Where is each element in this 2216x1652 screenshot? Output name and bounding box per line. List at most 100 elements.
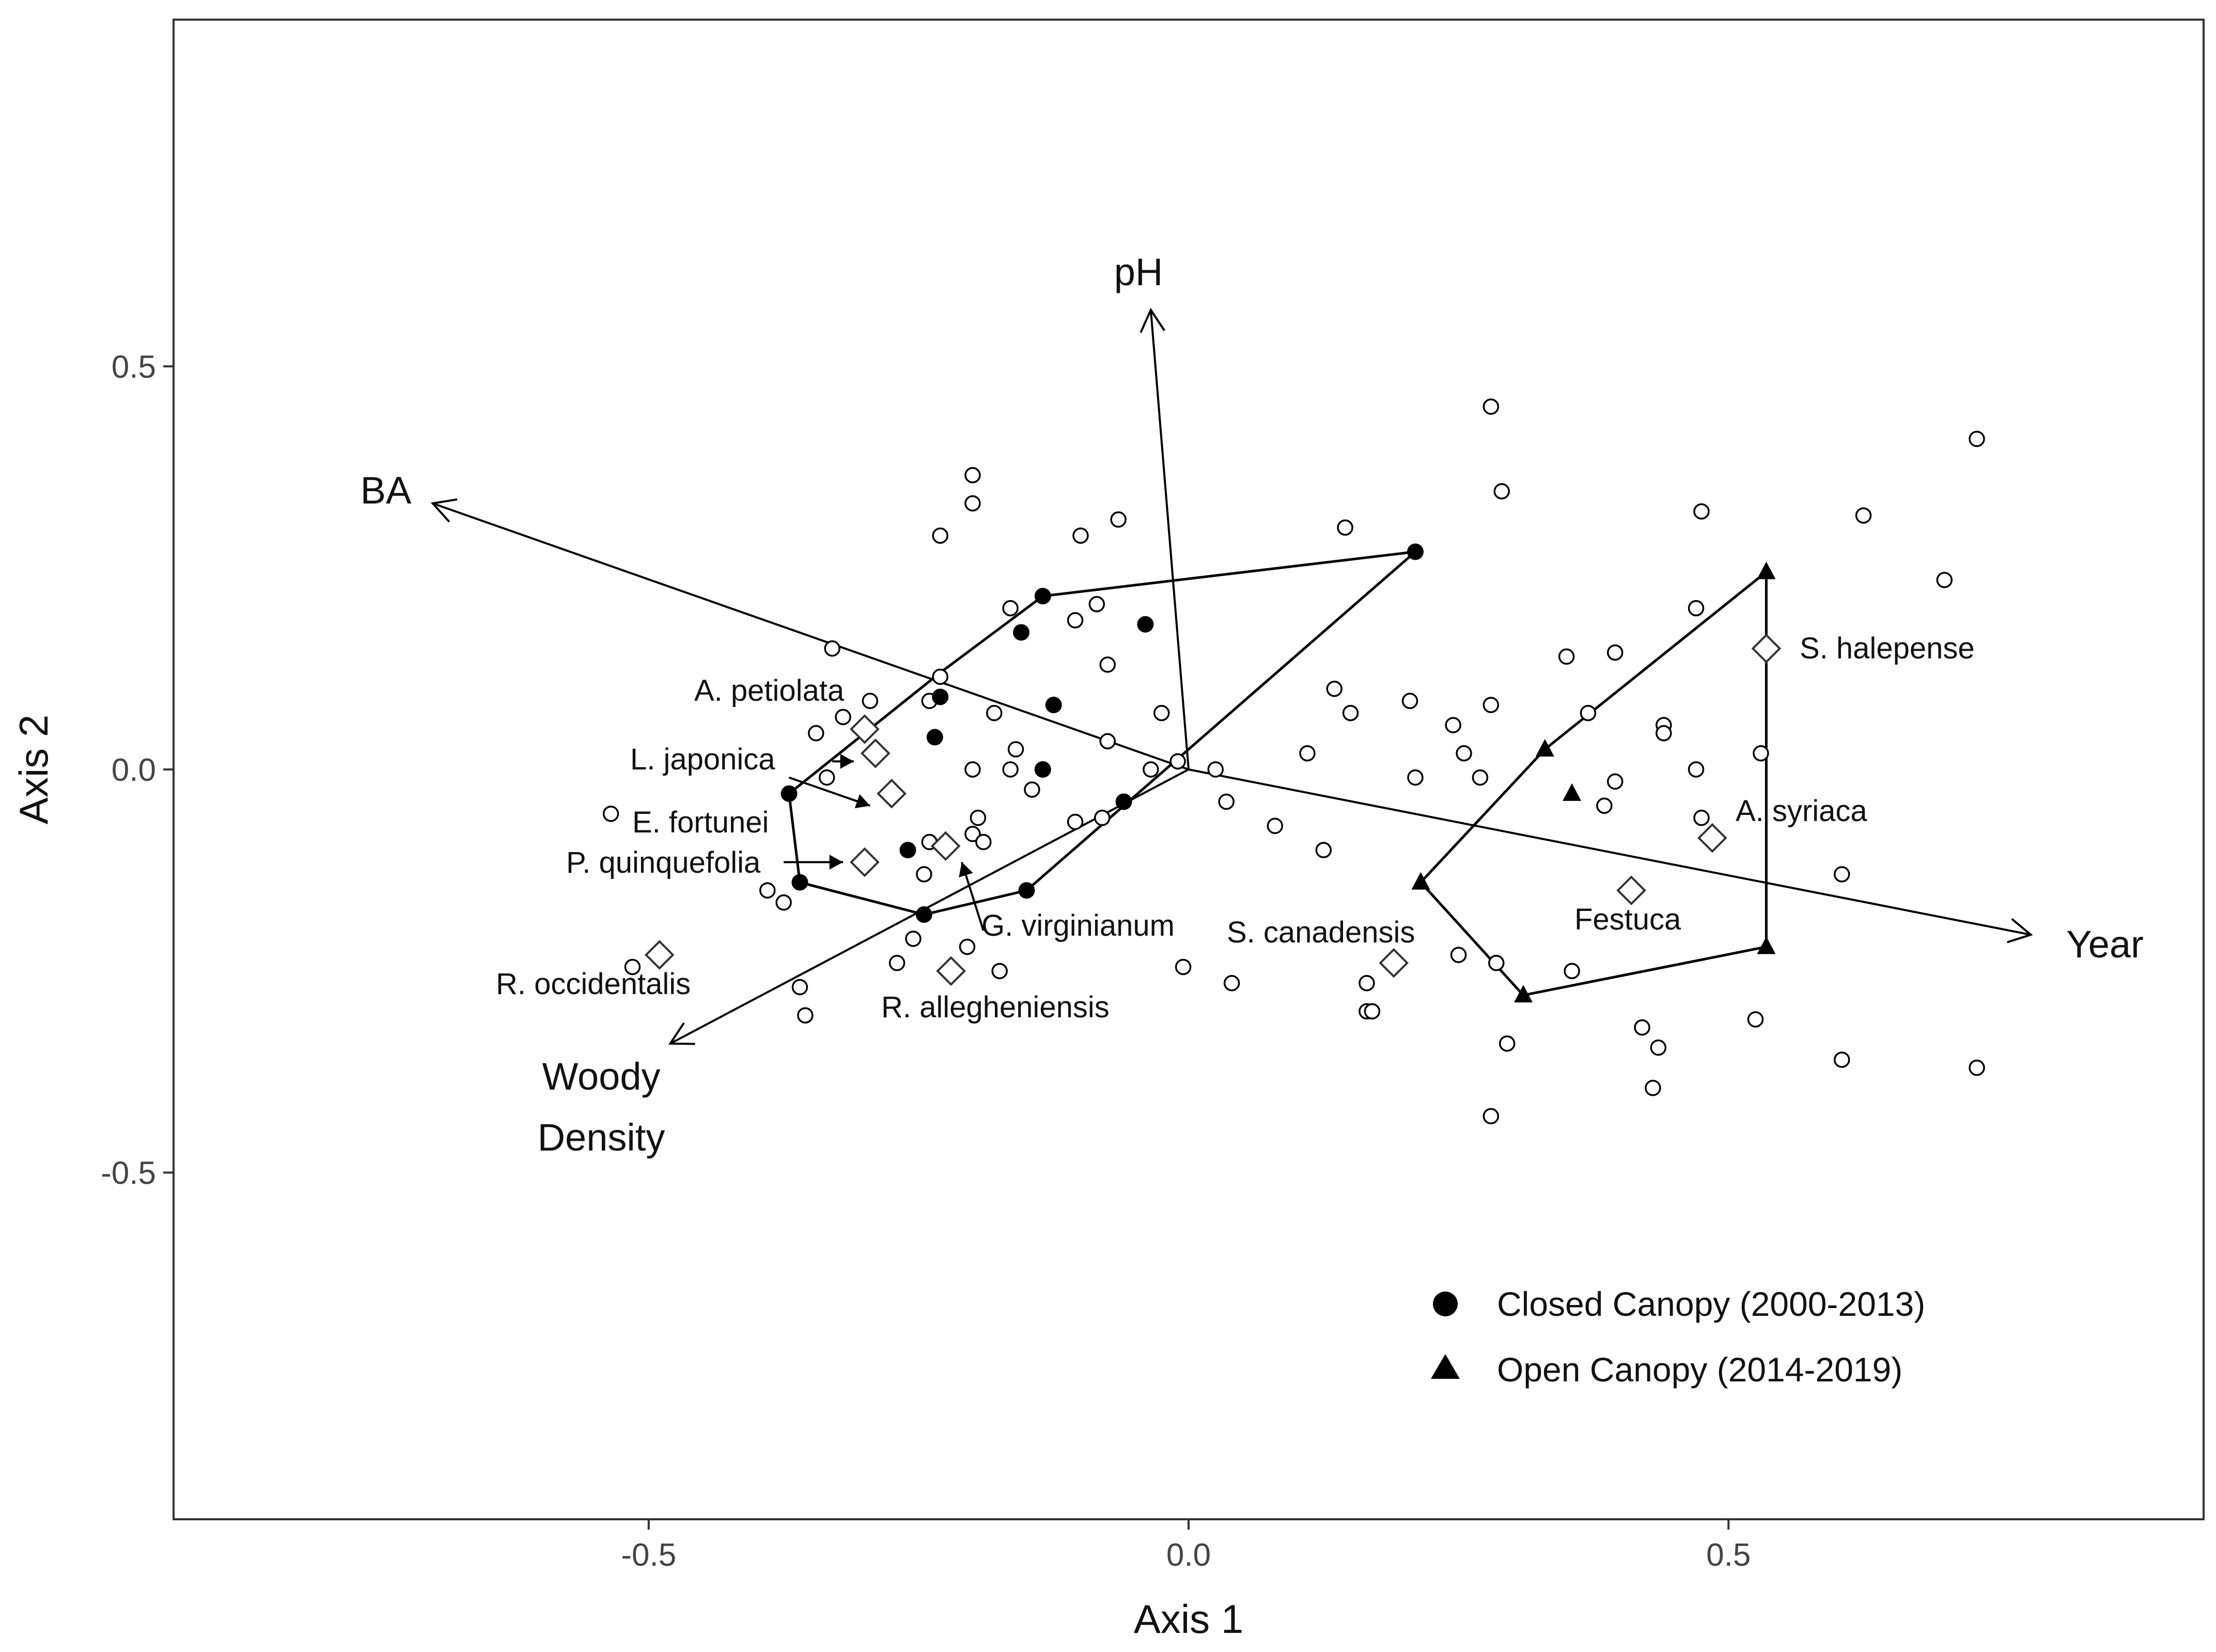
closed-canopy-point [1045,697,1062,714]
species-marker [1616,875,1646,906]
plot-point-open [1315,842,1332,858]
closed-canopy-hull [787,550,1419,916]
plot-point-open [1445,717,1461,733]
vector-year-head [2007,918,2033,943]
species-label-g-virginianum: G. virginianum [981,909,1175,942]
plot-point-open [1499,1035,1516,1052]
plot-point-open [1223,974,1240,992]
open-canopy-point [1411,872,1430,890]
plot-point-open [1650,1039,1667,1056]
plot-point-open [808,725,824,742]
axis-ticks: -0.5 0.0 0.5 -0.5 0.0 0.5 [101,349,1751,1573]
species-label-a-syriaca: A. syriaca [1736,794,1867,828]
plot-point-open [1326,681,1343,697]
open-canopy-point [1757,936,1776,954]
vector-label-year: Year [2066,923,2144,966]
closed-canopy-point [781,785,798,802]
vector-ba-head [430,498,458,523]
closed-canopy-point [1137,616,1154,633]
plot-point-open [1688,761,1705,778]
plot-point-open [1634,1019,1650,1036]
legend-open-label: Open Canopy (2014-2019) [1497,1350,1902,1389]
species-marker [850,847,880,877]
plot-point-open [818,769,835,786]
vector-year [1188,768,2031,936]
plot-point-open [1067,813,1084,830]
plot-point-open [1688,600,1705,617]
plot-point-open [964,761,981,778]
plot-point-open [959,938,976,955]
vector-ph [1149,309,1190,770]
plot-point-open [1299,745,1316,762]
closed-canopy-point [1407,543,1424,560]
species-label-s-halepense: S. halepense [1800,632,1975,665]
plot-point-open [986,704,1003,721]
plot-point-open [1342,704,1359,721]
species-marker [644,940,675,970]
species-markers [644,633,1782,986]
plot-point-open [1645,1079,1661,1096]
plot-point-open [970,809,987,826]
plot-point-open [964,467,981,483]
species-label-festuca: Festuca [1574,903,1681,936]
other-plot-points [602,398,1985,1125]
legend: Closed Canopy (2000-2013) Open Canopy (2… [1431,1285,1925,1389]
plot-point-open [1596,797,1613,814]
plot-point-open [1969,431,1985,447]
plot-point-open [932,668,948,685]
species-arrow-head [840,754,854,769]
plot-point-open [1002,600,1019,617]
plot-point-open [1482,1108,1500,1125]
plot-point-open [1143,761,1159,778]
plot-point-open [1337,519,1353,536]
closed-canopy-point [1018,882,1035,899]
plot-point-open [932,527,948,544]
plot-point-open [1153,704,1170,721]
vector-label-woody: Woody [542,1055,661,1098]
species-marker [1379,948,1409,978]
plot-point-open [1088,596,1105,612]
vector-label-ba: BA [361,469,412,512]
plot-point-open [1110,511,1127,528]
open-canopy-points [1411,561,1776,1003]
species-arrow [788,776,870,807]
plot-point-open [1067,612,1084,628]
open-canopy-point [1535,738,1554,757]
plot-point-open [1833,866,1850,883]
species-marker [930,831,961,861]
plot-point-open [1580,704,1597,721]
closed-canopy-point [1034,761,1051,778]
open-canopy-point [1563,783,1582,801]
plot-point-open [1364,1003,1381,1020]
legend-open-marker [1431,1354,1460,1379]
closed-canopy-point [1034,588,1051,605]
species-marker [877,779,907,809]
x-tick-label: 0.5 [1706,1537,1751,1573]
species-arrow-head [854,794,870,809]
x-tick-label: -0.5 [621,1537,676,1573]
plot-point-open [624,958,641,976]
plot-point-open [1558,648,1575,665]
species-label-l-japonica: L. japonica [630,743,775,776]
closed-canopy-point [1012,624,1029,641]
plot-point-open [759,882,776,899]
plot-point-open [964,495,981,512]
species-label-r-occidentalis: R. occidentalis [496,967,691,1001]
plot-point-open [862,693,879,710]
vector-woody-density-head [668,1022,695,1045]
plot-point-open [1218,793,1235,810]
plot-point-open [1493,483,1510,500]
plot-point-open [888,954,906,971]
plot-point-open [1407,769,1424,786]
open-canopy-point [1757,561,1776,579]
plot-point-open [797,1007,814,1024]
species-marker [1751,633,1782,664]
plot-point-open [1207,761,1224,778]
plot-point-open [602,806,619,822]
plot-point-open [1099,656,1116,673]
plot-point-open [1267,817,1283,835]
open-canopy-hull [1419,569,1768,997]
closed-canopy-points [781,543,1424,923]
plot-point-open [975,833,992,851]
